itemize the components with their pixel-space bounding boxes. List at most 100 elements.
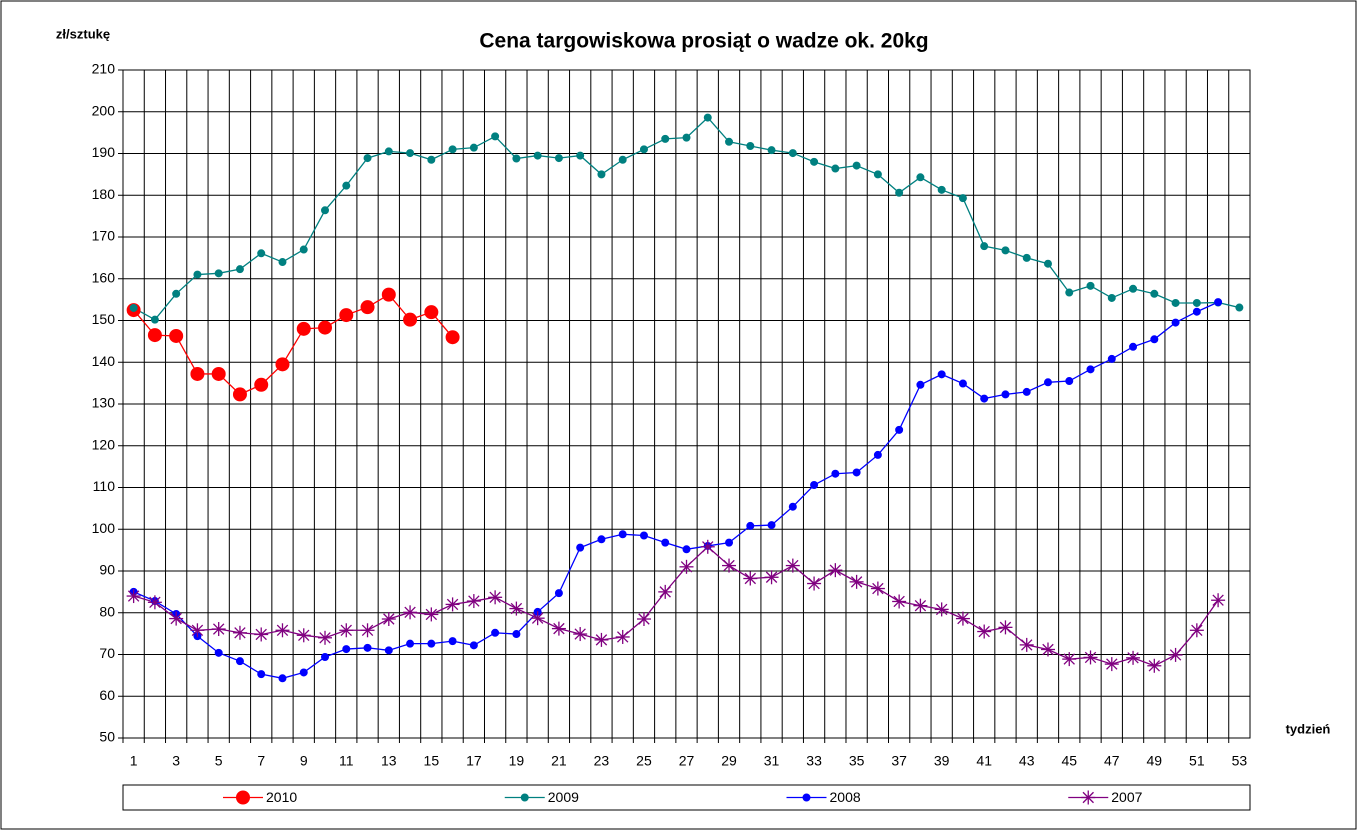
marker xyxy=(491,628,500,637)
x-tick-label: 49 xyxy=(1147,753,1163,769)
marker xyxy=(810,157,819,166)
marker xyxy=(1214,298,1223,307)
marker-stroke xyxy=(1082,791,1094,804)
marker xyxy=(615,629,630,644)
marker-stroke xyxy=(510,602,523,615)
marker xyxy=(512,630,521,639)
y-tick-label: 140 xyxy=(92,353,116,369)
y-tick-label: 60 xyxy=(99,687,115,703)
marker-stroke xyxy=(468,595,480,607)
legend-marker xyxy=(1081,790,1096,805)
marker xyxy=(512,154,521,163)
marker xyxy=(852,161,861,170)
marker xyxy=(682,545,691,554)
x-tick-label: 9 xyxy=(300,753,308,769)
legend-label: 2008 xyxy=(830,789,861,805)
marker xyxy=(509,601,524,616)
marker-stroke xyxy=(489,591,501,604)
marker-stroke xyxy=(787,559,799,572)
x-tick-label: 27 xyxy=(679,753,695,769)
marker xyxy=(381,287,396,302)
marker xyxy=(746,141,755,150)
marker xyxy=(1107,293,1116,302)
marker xyxy=(746,521,755,530)
marker-stroke xyxy=(872,582,884,595)
marker xyxy=(147,328,162,343)
x-tick-label: 19 xyxy=(509,753,525,769)
marker xyxy=(1040,642,1055,657)
marker xyxy=(491,132,500,141)
marker xyxy=(934,602,949,617)
marker xyxy=(916,173,925,182)
marker-stroke xyxy=(212,623,225,635)
marker xyxy=(275,357,290,372)
x-tick-label: 15 xyxy=(424,753,440,769)
marker xyxy=(1171,318,1180,327)
marker xyxy=(937,185,946,194)
marker xyxy=(639,531,648,540)
marker-stroke xyxy=(276,624,289,636)
marker-stroke xyxy=(1212,594,1224,606)
marker xyxy=(725,137,734,146)
marker xyxy=(403,312,418,327)
x-tick-label: 45 xyxy=(1061,753,1077,769)
marker-stroke xyxy=(595,634,608,646)
marker xyxy=(172,289,181,298)
marker xyxy=(870,581,885,596)
marker xyxy=(788,149,797,158)
legend-marker xyxy=(520,793,529,802)
marker xyxy=(1001,246,1010,255)
y-tick-label: 210 xyxy=(92,61,116,77)
y-tick-label: 200 xyxy=(92,102,116,118)
x-tick-label: 35 xyxy=(849,753,865,769)
marker xyxy=(1189,623,1204,638)
marker xyxy=(533,151,542,160)
marker xyxy=(1192,307,1201,316)
legend-marker xyxy=(236,790,250,805)
marker-stroke xyxy=(1148,660,1161,672)
marker xyxy=(360,300,375,315)
x-tick-label: 41 xyxy=(976,753,992,769)
marker xyxy=(1065,377,1074,386)
marker xyxy=(807,576,822,591)
marker xyxy=(1019,637,1034,652)
marker-stroke xyxy=(383,613,395,625)
x-tick-label: 7 xyxy=(257,753,265,769)
marker xyxy=(916,380,925,389)
legend-box xyxy=(122,784,1251,811)
marker-stroke xyxy=(1169,649,1182,661)
x-tick-label: 29 xyxy=(721,753,737,769)
marker xyxy=(785,558,800,573)
x-tick-label: 17 xyxy=(466,753,482,769)
x-tick-label: 37 xyxy=(891,753,907,769)
x-tick-label: 3 xyxy=(172,753,180,769)
marker xyxy=(764,570,779,585)
marker xyxy=(360,623,375,638)
marker xyxy=(448,637,457,646)
marker-stroke xyxy=(935,603,948,616)
marker xyxy=(342,181,351,190)
marker-stroke xyxy=(553,622,565,635)
y-tick-label: 180 xyxy=(92,186,116,202)
marker xyxy=(363,643,372,652)
marker xyxy=(299,245,308,254)
marker xyxy=(299,668,308,677)
marker xyxy=(873,170,882,179)
marker xyxy=(448,145,457,154)
marker xyxy=(913,598,928,613)
marker xyxy=(767,521,776,530)
marker xyxy=(551,621,566,636)
marker xyxy=(275,623,290,638)
marker xyxy=(1043,378,1052,387)
x-tick-label: 39 xyxy=(934,753,950,769)
marker xyxy=(296,628,311,643)
marker xyxy=(573,627,588,642)
marker-stroke xyxy=(808,577,820,590)
marker xyxy=(958,379,967,388)
marker xyxy=(1022,253,1031,262)
marker xyxy=(998,620,1013,635)
marker xyxy=(767,146,776,155)
marker-stroke xyxy=(616,631,629,643)
x-tick-label: 47 xyxy=(1104,753,1120,769)
